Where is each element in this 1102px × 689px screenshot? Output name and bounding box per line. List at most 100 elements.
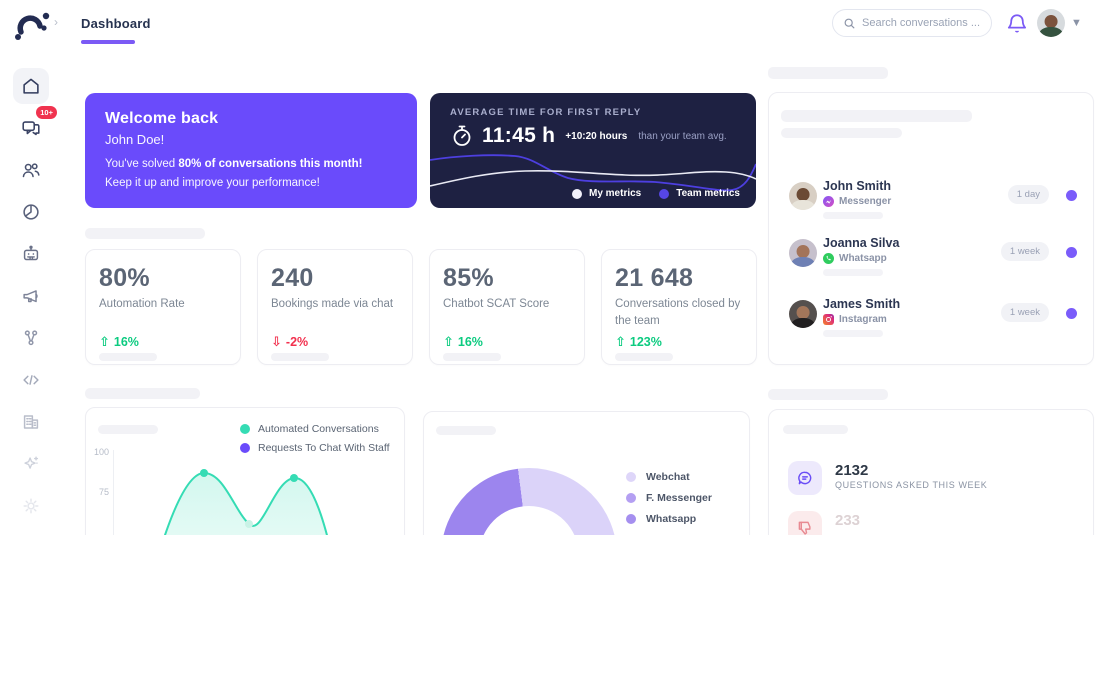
sidebar-item-ai-assistant[interactable] bbox=[13, 446, 49, 482]
stat-delta: ⇩ -2% bbox=[271, 334, 308, 350]
unread-dot bbox=[1066, 308, 1077, 319]
legend-webchat[interactable]: Webchat bbox=[626, 471, 741, 483]
legend-automated-conversations[interactable]: Automated Conversations bbox=[240, 423, 390, 435]
section-title-skeleton bbox=[85, 388, 200, 399]
conversation-row-joanna-silva[interactable]: Joanna Silva Whatsapp 1 week bbox=[789, 236, 1077, 288]
legend-f-messenger[interactable]: F. Messenger bbox=[626, 492, 741, 504]
stopwatch-icon bbox=[453, 125, 471, 146]
bell-icon[interactable] bbox=[1006, 12, 1028, 41]
gear-icon bbox=[23, 498, 39, 514]
card-title-skeleton bbox=[98, 425, 158, 434]
welcome-line1-prefix: You've solved bbox=[105, 158, 179, 171]
card-title-skeleton bbox=[781, 110, 972, 122]
legend-team-metrics[interactable]: Team metrics bbox=[659, 188, 740, 199]
sidebar: 10+ bbox=[0, 48, 62, 535]
section-title-skeleton bbox=[85, 228, 205, 239]
sidebar-item-integrations[interactable] bbox=[13, 320, 49, 356]
legend-my-metrics[interactable]: My metrics bbox=[572, 188, 641, 199]
avg-reply-value: 11:45 h bbox=[482, 124, 556, 147]
home-icon bbox=[23, 78, 39, 94]
share-nodes-icon bbox=[24, 330, 38, 346]
stat-value: 80% bbox=[99, 264, 150, 292]
up-arrow-icon: ⇧ bbox=[443, 334, 454, 349]
sidebar-item-home[interactable] bbox=[13, 68, 49, 104]
conversation-row-james-smith[interactable]: James Smith Instagram 1 week bbox=[789, 297, 1077, 349]
avg-reply-delta: +10:20 hours bbox=[565, 130, 628, 142]
stat-delta-value: 123% bbox=[629, 335, 662, 349]
conversation-row-john-smith[interactable]: John Smith Messenger 1 day bbox=[789, 179, 1077, 231]
sidebar-item-settings[interactable] bbox=[13, 488, 49, 524]
stat-delta-value: -2% bbox=[285, 335, 309, 349]
sidebar-item-campaigns[interactable] bbox=[13, 278, 49, 314]
logo-icon[interactable] bbox=[13, 9, 51, 46]
legend-label: Requests To Chat With Staff bbox=[258, 442, 390, 454]
sidebar-item-analytics[interactable] bbox=[13, 194, 49, 230]
card-title-skeleton bbox=[783, 425, 848, 434]
avatar bbox=[789, 239, 817, 267]
card-subtitle-skeleton bbox=[781, 128, 902, 138]
stat-label: Bookings made via chat bbox=[271, 298, 394, 310]
stat-value: 21 648 bbox=[615, 264, 694, 292]
my-metrics-dot bbox=[572, 188, 582, 199]
requests-dot bbox=[240, 443, 250, 453]
channel-label: Whatsapp bbox=[839, 253, 887, 264]
legend-label: Booking Messages bbox=[646, 534, 741, 535]
contacts-icon bbox=[22, 163, 40, 178]
stat-value: 240 bbox=[271, 264, 314, 292]
stat-delta: ⇧ 16% bbox=[99, 334, 139, 350]
active-tab-indicator bbox=[81, 40, 135, 44]
sidebar-item-company[interactable] bbox=[13, 404, 49, 440]
unread-dot bbox=[1066, 190, 1077, 201]
team-metrics-dot bbox=[659, 188, 670, 199]
channel-row: Whatsapp bbox=[823, 253, 887, 264]
webchat-dot bbox=[626, 472, 636, 482]
channel-label: Messenger bbox=[839, 196, 892, 207]
message-preview-skeleton bbox=[823, 330, 883, 337]
message-preview-skeleton bbox=[823, 269, 883, 276]
unread-badge: 10+ bbox=[36, 106, 57, 119]
my-metrics-label: My metrics bbox=[589, 188, 642, 199]
avatar bbox=[789, 300, 817, 328]
section-title-skeleton bbox=[768, 389, 888, 400]
stat-label: Conversations closed by the team bbox=[615, 298, 741, 327]
f-messenger-dot bbox=[626, 493, 636, 503]
reply-legend: My metrics Team metrics bbox=[572, 188, 740, 199]
welcome-card: Welcome back John Doe! You've solved 80%… bbox=[85, 93, 417, 208]
negative-ratings-item: 233 bbox=[788, 511, 1077, 535]
welcome-message: You've solved 80% of conversations this … bbox=[105, 155, 362, 192]
area-chart bbox=[163, 469, 328, 535]
ratings-count: 233 bbox=[835, 512, 861, 529]
questions-card: 2132 QUESTIONS ASKED THIS WEEK 233 bbox=[768, 409, 1094, 535]
user-avatar[interactable] bbox=[1037, 9, 1065, 37]
y-tick-100: 100 bbox=[94, 447, 110, 457]
viewport-clip: › Dashboard ▼ 10+ bbox=[0, 0, 1102, 535]
unread-dot bbox=[1066, 247, 1077, 258]
chevron-down-icon[interactable]: ▼ bbox=[1071, 17, 1082, 29]
welcome-line1-bold: 80% of conversations this month! bbox=[178, 158, 363, 171]
search-input[interactable] bbox=[862, 17, 980, 29]
tab-dashboard[interactable]: Dashboard bbox=[81, 15, 151, 44]
sidebar-item-conversations[interactable]: 10+ bbox=[13, 106, 57, 146]
sparkles-icon bbox=[24, 456, 39, 469]
search-box[interactable] bbox=[832, 9, 992, 37]
channel-row: Instagram bbox=[823, 314, 887, 325]
legend-label: F. Messenger bbox=[646, 492, 712, 504]
robot-icon bbox=[23, 245, 39, 261]
sidebar-item-developers[interactable] bbox=[13, 362, 49, 398]
sidebar-item-contacts[interactable] bbox=[13, 152, 49, 188]
legend-whatsapp[interactable]: Whatsapp bbox=[626, 513, 741, 525]
avatar bbox=[789, 182, 817, 210]
donut-legend: Webchat F. Messenger Whatsapp Booking Me… bbox=[626, 471, 741, 535]
legend-booking-messages[interactable]: Booking Messages bbox=[626, 534, 741, 535]
code-icon bbox=[23, 375, 39, 385]
instagram-icon bbox=[823, 314, 834, 325]
channels-donut-card: Webchat F. Messenger Whatsapp Booking Me… bbox=[423, 411, 750, 535]
stat-card-automation-rate: 80% Automation Rate ⇧ 16% bbox=[85, 249, 241, 365]
stat-delta: ⇧ 16% bbox=[443, 334, 483, 350]
sidebar-item-chatbot[interactable] bbox=[13, 236, 49, 272]
stat-card-conversations-closed: 21 648 Conversations closed by the team … bbox=[601, 249, 757, 365]
whatsapp-icon bbox=[823, 253, 834, 264]
megaphone-icon bbox=[23, 290, 38, 303]
stat-card-scat-score: 85% Chatbot SCAT Score ⇧ 16% bbox=[429, 249, 585, 365]
legend-requests-to-chat[interactable]: Requests To Chat With Staff bbox=[240, 442, 390, 454]
